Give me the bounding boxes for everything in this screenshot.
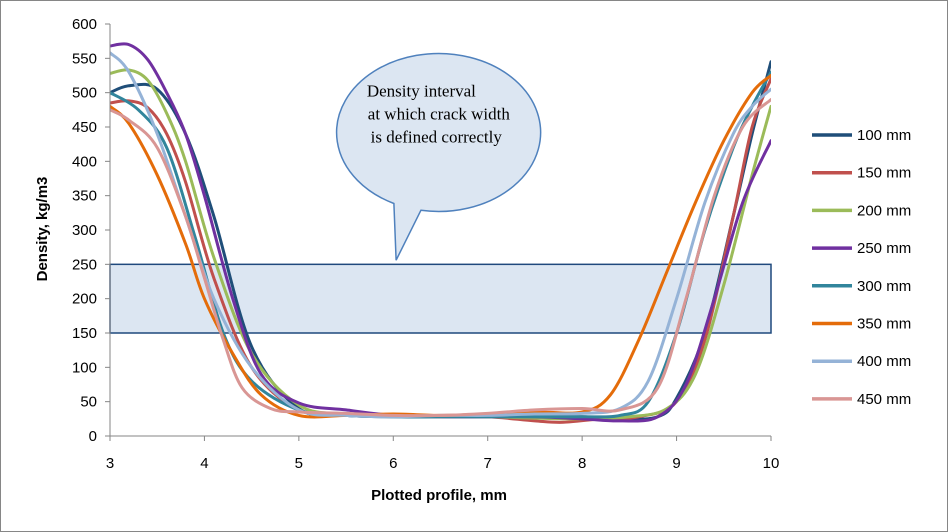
legend-label: 150 mm [857,165,911,182]
y-tick-label: 0 [89,428,97,445]
legend-label: 100 mm [857,127,911,144]
legend: 100 mm 150 mm 200 mm 250 mm 300 mm 350 mm 400 … [812,127,911,408]
x-tick-label: 10 [763,455,780,472]
y-tick-label: 300 [72,222,97,239]
y-tick-label: 550 [72,50,97,67]
callout-text-line: at which crack width [368,104,511,123]
callout-layer: Density interval at which crack width is d… [335,52,542,261]
legend-entry: 150 mm [812,165,911,182]
y-tick-label: 450 [72,119,97,136]
legend-entry: 100 mm [812,127,911,144]
legend-label: 400 mm [857,353,911,370]
y-tick-label: 250 [72,256,97,273]
y-tick-label: 500 [72,85,97,102]
y-tick-label: 600 [72,16,97,33]
callout-text-line: is defined correctly [371,127,503,146]
legend-entry: 300 mm [812,278,911,295]
callout-bubble [335,52,542,261]
y-tick-label: 350 [72,188,97,205]
series-layer [110,42,771,424]
legend-label: 200 mm [857,202,911,219]
legend-entry: 350 mm [812,316,911,333]
x-tick-label: 6 [389,455,397,472]
x-axis-title: Plotted profile, mm [371,487,507,504]
y-tick-label: 50 [80,394,97,411]
y-axis-title: Density, kg/m3 [34,177,51,282]
x-tick-label: 7 [484,455,492,472]
series-line-450-mm [110,98,771,418]
x-tick-label: 5 [295,455,303,472]
legend-label: 250 mm [857,240,911,257]
y-tick-label: 200 [72,291,97,308]
y-tick-label: 100 [72,359,97,376]
legend-entry: 200 mm [812,202,911,219]
legend-entry: 400 mm [812,353,911,370]
x-tick-label: 3 [106,455,114,472]
x-tick-label: 4 [200,455,208,472]
y-tick-label: 150 [72,325,97,342]
axis-layer: 0 50 100 150 200 250 300 350 400 450 500 550 600 3 4 5 6… [72,16,779,472]
legend-label: 450 mm [857,391,911,408]
x-tick-label: 9 [672,455,680,472]
legend-label: 300 mm [857,278,911,295]
legend-entry: 250 mm [812,240,911,257]
callout-text-line: Density interval [367,81,476,100]
y-tick-label: 400 [72,153,97,170]
legend-label: 350 mm [857,316,911,333]
x-tick-label: 8 [578,455,586,472]
legend-entry: 450 mm [812,391,911,408]
